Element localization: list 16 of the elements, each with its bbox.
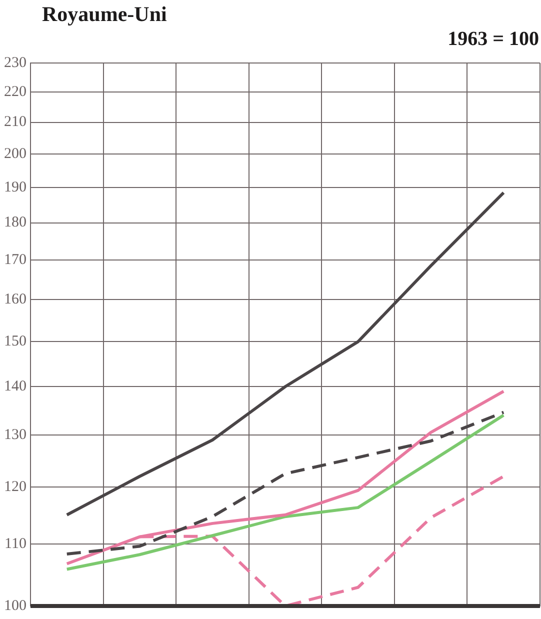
y-tick-label: 220 [4, 84, 26, 100]
y-tick-label: 140 [4, 378, 26, 395]
y-tick-label: 230 [4, 54, 26, 71]
chart-title: Royaume-Uni [42, 2, 167, 27]
y-tick-label: 180 [4, 214, 26, 231]
y-tick-label: 190 [4, 179, 26, 196]
y-tick-label: 110 [4, 536, 26, 552]
y-tick-label: 210 [4, 114, 26, 130]
y-tick-label: 130 [4, 426, 26, 443]
y-tick-label: 120 [4, 479, 26, 496]
y-tick-label: 100 [4, 598, 26, 614]
y-tick-label: 150 [4, 334, 26, 350]
y-tick-label: 170 [4, 252, 26, 268]
y-tick-label: 200 [4, 146, 26, 162]
y-tick-label: 160 [4, 292, 26, 308]
chart-subtitle: 1963 = 100 [448, 28, 539, 51]
